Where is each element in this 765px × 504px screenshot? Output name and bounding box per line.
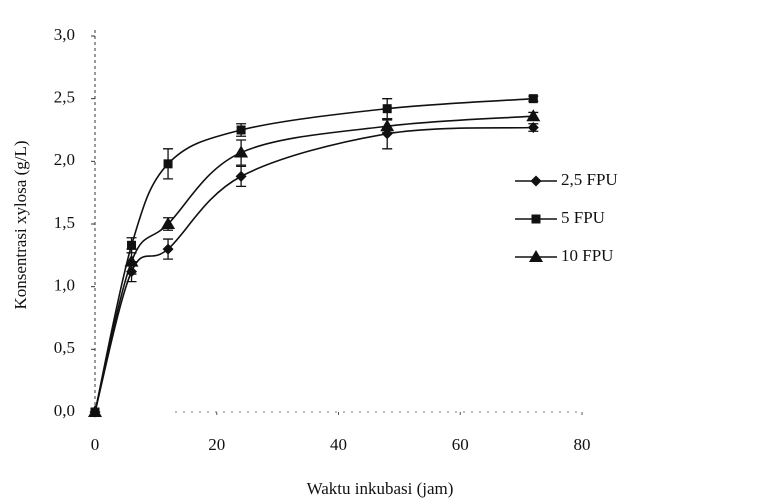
marker: [127, 240, 137, 250]
series-line: [94, 115, 534, 413]
x-tick-label: 40: [330, 435, 347, 454]
legend-label: 5 FPU: [561, 208, 605, 227]
legend-label: 2,5 FPU: [561, 170, 618, 189]
marker: [162, 243, 174, 255]
marker: [124, 254, 139, 267]
series-line: [94, 126, 534, 413]
marker: [235, 170, 247, 182]
marker: [527, 121, 539, 133]
marker: [161, 217, 176, 229]
x-tick-label: 60: [452, 435, 469, 454]
marker: [382, 104, 392, 114]
y-tick-label: 2,5: [54, 88, 75, 107]
series-line: [94, 97, 534, 413]
legend-label: 10 FPU: [561, 246, 613, 265]
legend-marker: [531, 214, 541, 224]
marker: [163, 159, 173, 169]
marker: [528, 94, 538, 104]
y-tick-label: 3,0: [54, 25, 75, 44]
x-tick-label: 80: [574, 435, 591, 454]
marker: [526, 109, 541, 122]
marker: [88, 405, 102, 417]
legend-marker: [530, 175, 542, 187]
y-tick-label: 0,5: [54, 338, 75, 357]
legend-marker: [529, 250, 543, 262]
x-tick-label: 0: [91, 435, 100, 454]
x-axis-title: Waktu inkubasi (jam): [307, 479, 454, 498]
y-tick-label: 2,0: [54, 150, 75, 169]
y-tick-label: 0,0: [54, 401, 75, 420]
y-axis-title: Konsentrasi xylosa (g/L): [11, 140, 30, 309]
marker: [380, 119, 395, 132]
marker: [236, 125, 246, 135]
y-tick-label: 1,5: [54, 213, 75, 232]
x-tick-label: 20: [208, 435, 225, 454]
y-tick-label: 1,0: [54, 276, 75, 295]
marker: [234, 145, 249, 158]
